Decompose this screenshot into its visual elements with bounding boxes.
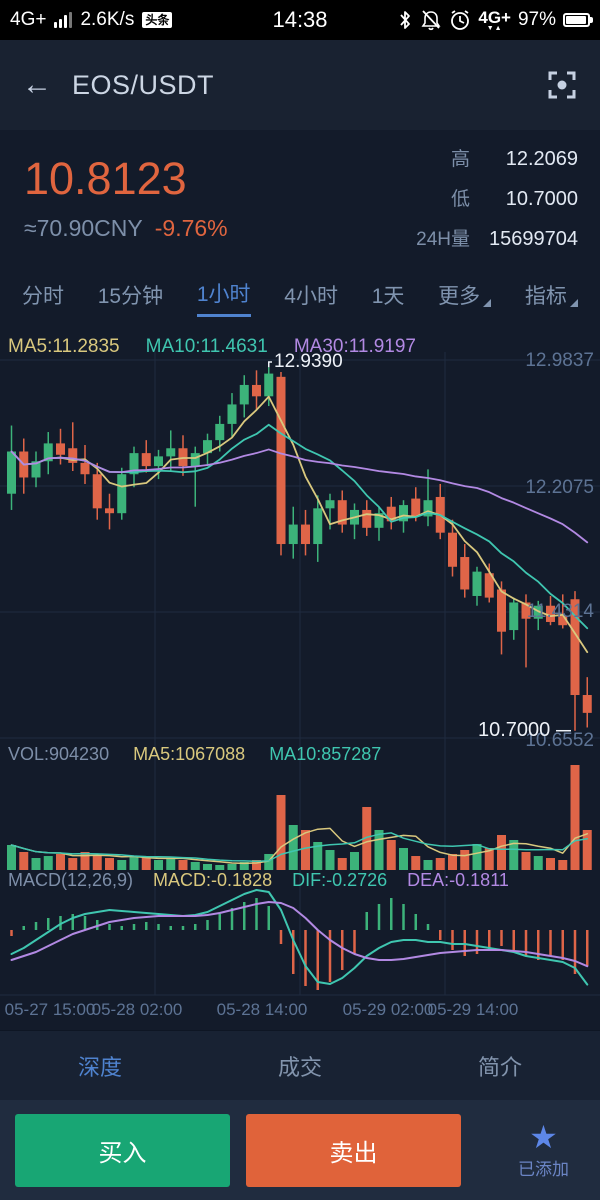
ma5-legend: MA5:11.2835 (8, 336, 120, 357)
toutiao-app-badge: 头条 (142, 12, 173, 28)
network-speed: 2.6K/s (80, 9, 135, 30)
kline-chart[interactable] (0, 330, 600, 1030)
tab-1day[interactable]: 1天 (371, 284, 405, 308)
fiat-price: ≈70.90CNY (24, 215, 143, 241)
time-label: 05-28 02:00 (91, 1000, 183, 1019)
y-axis-label: 11.4314 (526, 601, 594, 622)
dif-value: DIF:-0.2726 (292, 870, 388, 890)
clock-time: 14:38 (272, 7, 328, 32)
mute-bell-icon (421, 10, 441, 31)
vol-value-legend: VOL:904230 (8, 744, 110, 764)
ma30-legend: MA30:11.9197 (293, 336, 416, 357)
tab-timeline[interactable]: 分时 (22, 284, 64, 308)
low-row: 低 10.7000 (416, 184, 578, 211)
time-axis: 05-27 15:00 05-28 02:00 05-28 14:00 05-2… (0, 1000, 600, 1026)
tab-4hour[interactable]: 4小时 (284, 284, 338, 308)
high-label: 高 (450, 149, 470, 170)
sell-button[interactable]: 卖出 (246, 1113, 461, 1187)
battery-percent: 97% (517, 9, 556, 30)
high-value: 12.2069 (505, 148, 578, 170)
volume-value: 15699704 (489, 228, 578, 250)
vol-ma10-legend: MA10:857287 (269, 744, 382, 764)
y-axis-label: 12.2075 (525, 477, 594, 498)
macd-value: MACD:-0.1828 (153, 870, 273, 890)
low-value: 10.7000 (505, 188, 578, 210)
tab-more[interactable]: 更多 (438, 280, 492, 316)
y-axis-label: 12.9837 (525, 350, 594, 371)
dropdown-corner-icon (483, 298, 492, 307)
low-annotation: 10.7000 (478, 719, 551, 741)
back-arrow-icon[interactable]: ← (22, 68, 52, 101)
favorite-label: 已添加 (518, 1159, 569, 1179)
action-bar: 买入 卖出 ★ 已添加 (0, 1100, 600, 1200)
low-label: 低 (450, 189, 470, 210)
high-row: 高 12.2069 (416, 144, 578, 171)
chart-area[interactable]: MA5:11.2835 MA10:11.4631 MA30:11.9197 12… (0, 330, 600, 1030)
dea-value: DEA:-0.1811 (407, 870, 509, 890)
volume-row: 24H量 15699704 (416, 224, 578, 251)
volume-label: 24H量 (416, 229, 470, 250)
status-bar: 4G+ 2.6K/s 头条 14:38 4G+ ▼▲ 97% (0, 0, 600, 40)
time-label: 05-29 02:00 (342, 1000, 434, 1019)
fullscreen-icon[interactable] (546, 69, 578, 101)
alarm-clock-icon (451, 10, 470, 30)
interval-tabs: 分时 15分钟 1小时 4小时 1天 更多 指标 (0, 265, 600, 330)
mobile-data-icon: 4G+ ▼▲ (478, 7, 511, 32)
battery-icon (563, 13, 593, 27)
tab-depth[interactable]: 深度 (77, 1054, 122, 1080)
time-label: 05-28 14:00 (216, 1000, 308, 1019)
info-tabs: 深度 成交 简介 (0, 1030, 600, 1100)
favorite-toggle[interactable]: ★ 已添加 (518, 1121, 569, 1180)
change-percent: -9.76% (154, 215, 228, 241)
vol-ma5-legend: MA5:1067088 (133, 744, 246, 764)
bluetooth-icon (400, 11, 411, 29)
y-axis-label: 10.6552 (525, 730, 594, 751)
high-annotation: 12.9390 (274, 351, 343, 372)
tab-trades[interactable]: 成交 (277, 1054, 322, 1080)
ma10-legend: MA10:11.4631 (145, 336, 268, 357)
star-icon: ★ (529, 1118, 558, 1155)
tab-1hour[interactable]: 1小时 (196, 278, 251, 317)
dropdown-corner-icon (569, 298, 578, 307)
time-label: 05-27 15:00 (4, 1000, 96, 1019)
buy-button[interactable]: 买入 (15, 1113, 230, 1187)
volume-legend: VOL:904230 MA5:1067088 MA10:857287 (8, 744, 381, 765)
tab-intro[interactable]: 简介 (477, 1054, 522, 1080)
macd-params: MACD(12,26,9) (8, 870, 134, 890)
price-ma-legend: MA5:11.2835 MA10:11.4631 MA30:11.9197 (8, 336, 416, 358)
macd-legend: MACD(12,26,9) MACD:-0.1828 DIF:-0.2726 D… (8, 870, 509, 891)
signal-strength-icon (54, 12, 73, 28)
tab-15min[interactable]: 15分钟 (97, 284, 164, 308)
price-panel: 10.8123 ≈70.90CNY -9.76% 高 12.2069 低 10.… (0, 130, 600, 265)
tab-indicator[interactable]: 指标 (525, 280, 578, 316)
time-label: 05-29 14:00 (427, 1000, 519, 1019)
last-price: 10.8123 (24, 153, 187, 204)
pair-title: EOS/USDT (72, 69, 215, 100)
app-header: ← EOS/USDT (0, 40, 600, 130)
network-type: 4G+ (10, 9, 47, 30)
